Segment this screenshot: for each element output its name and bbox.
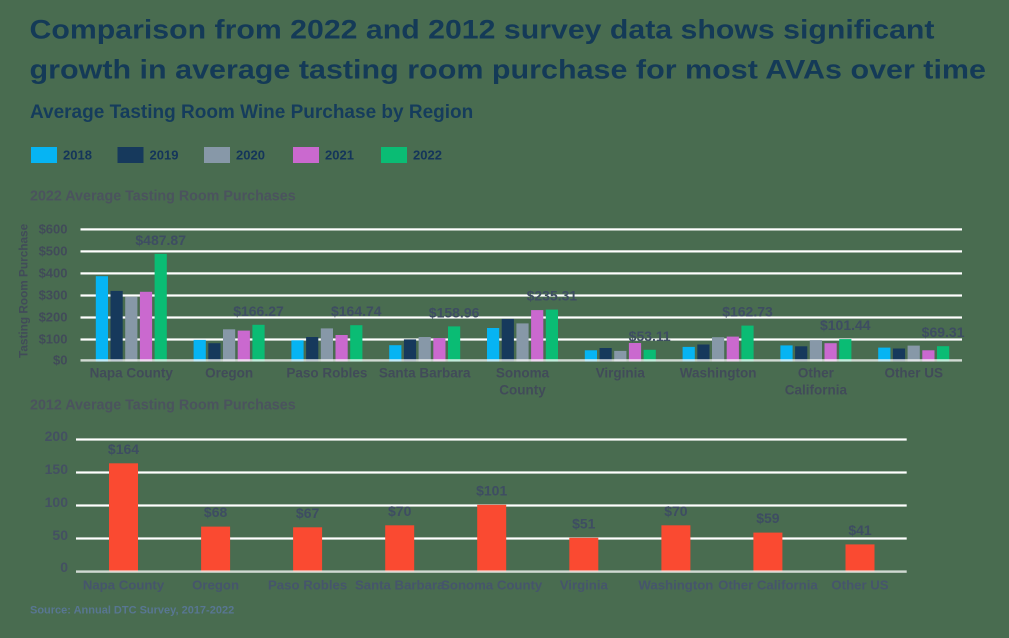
svg-text:$164.74: $164.74 [331,303,382,319]
svg-text:Washington: Washington [638,578,713,593]
svg-text:$41: $41 [848,522,872,538]
svg-text:2018: 2018 [63,148,92,163]
svg-text:Santa Barbara: Santa Barbara [379,366,471,381]
svg-text:$200: $200 [39,309,68,324]
svg-text:Virginia: Virginia [596,366,646,381]
svg-text:$69.31: $69.31 [922,324,965,340]
svg-text:100: 100 [45,494,69,510]
svg-text:$162.73: $162.73 [722,304,773,320]
svg-text:Tasting Room Purchase: Tasting Room Purchase [16,223,30,358]
svg-text:$100: $100 [39,331,68,346]
svg-text:$0: $0 [53,352,67,367]
svg-text:2012 Average Tasting Room Purc: 2012 Average Tasting Room Purchases [30,398,296,414]
svg-text:Average Tasting Room Wine Purc: Average Tasting Room Wine Purchase by Re… [30,102,473,123]
svg-text:$53.11: $53.11 [629,328,671,344]
svg-text:County: County [499,383,546,398]
svg-text:2021: 2021 [325,148,354,163]
svg-text:$600: $600 [39,221,68,236]
svg-text:$70: $70 [388,503,412,519]
svg-text:$59: $59 [756,510,780,526]
svg-text:$68: $68 [204,504,228,520]
svg-text:Other US: Other US [884,366,943,381]
svg-text:$164: $164 [108,441,139,457]
svg-text:Other US: Other US [831,578,888,593]
svg-text:Comparison from 2022 and 2012: Comparison from 2022 and 2012 survey dat… [30,15,935,45]
svg-text:2022 Average Tasting Room Purc: 2022 Average Tasting Room Purchases [30,189,296,205]
svg-text:Oregon: Oregon [192,578,239,593]
svg-text:Napa County: Napa County [90,366,174,381]
svg-text:Santa Barbara: Santa Barbara [355,578,445,593]
svg-text:$400: $400 [39,265,68,280]
svg-text:Paso Robles: Paso Robles [286,366,367,381]
svg-text:$51: $51 [572,515,596,531]
svg-text:150: 150 [45,461,69,477]
svg-text:Source: Annual DTC Survey, 201: Source: Annual DTC Survey, 2017-2022 [30,605,234,617]
svg-text:$101.44: $101.44 [820,317,871,333]
svg-text:Sonoma: Sonoma [496,366,550,381]
svg-text:Other California: Other California [718,578,818,593]
svg-text:$70: $70 [664,503,688,519]
svg-text:50: 50 [52,527,68,543]
svg-text:2022: 2022 [413,148,442,163]
svg-text:$166.27: $166.27 [233,303,284,319]
svg-text:$235.31: $235.31 [527,288,578,304]
svg-text:$500: $500 [39,243,68,258]
svg-text:$300: $300 [39,287,68,302]
svg-text:2020: 2020 [236,148,265,163]
svg-text:$67: $67 [296,505,320,521]
svg-text:Paso Robles: Paso Robles [268,578,347,593]
svg-text:2019: 2019 [150,148,179,163]
svg-text:growth in average tasting room: growth in average tasting room purchase … [30,55,987,85]
svg-text:Other: Other [798,366,835,381]
svg-text:California: California [785,383,848,398]
svg-text:Virginia: Virginia [560,578,609,593]
svg-text:$158.96: $158.96 [429,304,480,320]
svg-text:Oregon: Oregon [205,366,253,381]
svg-text:Sonoma County: Sonoma County [441,578,543,593]
svg-text:200: 200 [45,428,69,444]
svg-text:0: 0 [60,559,68,575]
svg-text:Washington: Washington [680,366,757,381]
svg-text:$101: $101 [476,482,507,498]
svg-text:Napa County: Napa County [83,578,165,593]
svg-text:$487.87: $487.87 [135,232,186,248]
